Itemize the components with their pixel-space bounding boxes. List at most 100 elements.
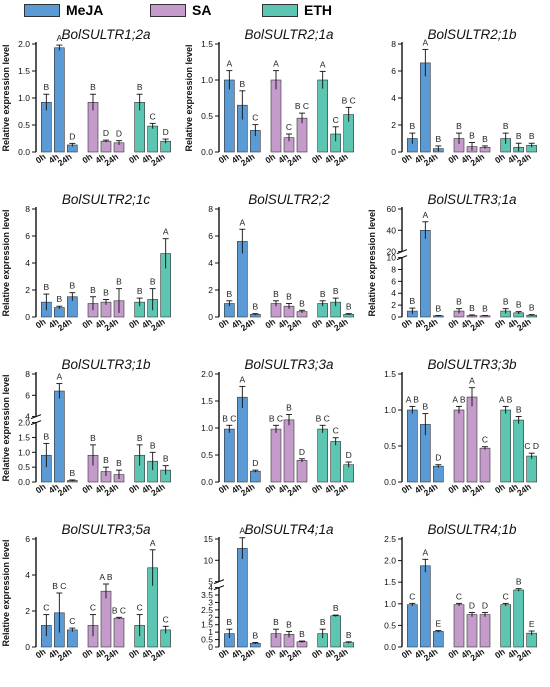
error-bar bbox=[69, 627, 76, 632]
error-bar bbox=[226, 424, 233, 433]
bar bbox=[500, 604, 511, 648]
error-bar bbox=[456, 405, 462, 414]
y-axis-label: Relative expression level bbox=[1, 44, 11, 151]
legend-swatch-eth bbox=[262, 4, 298, 17]
chart-title: BolSULTR3;3b bbox=[427, 357, 517, 372]
x-tick-label: 4h bbox=[47, 646, 61, 660]
x-tick-label: 24h bbox=[149, 151, 167, 168]
significance-letter: B bbox=[103, 455, 109, 465]
error-bar bbox=[286, 133, 292, 142]
bar bbox=[513, 419, 524, 483]
x-tick-label: 0h bbox=[127, 316, 141, 330]
y-tick-label: 0 bbox=[25, 642, 30, 652]
y-tick-label: 4 bbox=[25, 258, 30, 268]
error-bar bbox=[252, 313, 259, 315]
significance-letter: B bbox=[137, 433, 143, 443]
bar bbox=[54, 307, 65, 318]
error-bar bbox=[409, 132, 416, 144]
significance-letter: B bbox=[137, 286, 143, 296]
y-tick-label: 1.0 bbox=[18, 93, 30, 103]
error-bar bbox=[103, 583, 109, 599]
y-tick-label: 0.0 bbox=[201, 147, 213, 157]
significance-letter: D bbox=[469, 600, 475, 610]
error-bar bbox=[162, 238, 169, 269]
significance-letter: B bbox=[409, 121, 415, 131]
significance-letter: B bbox=[90, 82, 96, 92]
significance-letter: C bbox=[90, 603, 96, 613]
significance-letter: A bbox=[56, 33, 62, 43]
error-bar bbox=[482, 446, 488, 450]
error-bar bbox=[515, 142, 522, 152]
x-tick-label: 4h bbox=[276, 646, 290, 660]
bar bbox=[283, 419, 295, 483]
chart-panel: BolSULTR2;2 0 2 4 6 8 B 0h A 4h B 24h B 0h B 4h B 24h B 0h B… bbox=[183, 187, 366, 352]
y-tick-label: 0.5 bbox=[18, 120, 30, 130]
y-tick-label: 10 bbox=[387, 253, 397, 263]
significance-letter: C bbox=[137, 603, 143, 613]
significance-letter: B bbox=[56, 294, 62, 304]
x-tick-label: 24h bbox=[332, 481, 350, 498]
x-tick-label: 0h bbox=[80, 316, 94, 330]
x-tick-label: 0h bbox=[80, 646, 94, 660]
bar bbox=[237, 396, 248, 483]
bar bbox=[54, 390, 65, 483]
significance-letter: B bbox=[299, 629, 305, 639]
chart-svg: BolSULTR1;2a Relative expression level 0.0… bbox=[1, 27, 171, 168]
error-bar bbox=[435, 315, 442, 317]
y-tick-label: 3 bbox=[208, 597, 213, 607]
error-bar bbox=[435, 630, 442, 633]
y-tick-label: 20 bbox=[387, 247, 397, 257]
x-tick-label: 24h bbox=[102, 646, 120, 663]
error-bar bbox=[528, 142, 535, 148]
error-bar bbox=[56, 44, 63, 51]
y-tick-label: 8 bbox=[25, 369, 30, 379]
y-tick-label: 1.5 bbox=[384, 577, 396, 587]
significance-letter: B bbox=[409, 296, 415, 306]
y-tick-label: 8 bbox=[208, 204, 213, 214]
y-tick-label: 0.0 bbox=[384, 477, 396, 487]
x-tick-label: 24h bbox=[515, 316, 533, 333]
error-bar bbox=[43, 293, 50, 311]
chart-panel: BolSULTR1;2a Relative expression level 0.0… bbox=[0, 22, 183, 187]
y-tick-label: 2.5 bbox=[384, 534, 396, 544]
bar bbox=[407, 604, 418, 648]
significance-letter: A B bbox=[452, 394, 466, 404]
chart-svg: BolSULTR3;1b Relative expression level 0.0… bbox=[1, 357, 171, 498]
x-tick-label: 4h bbox=[323, 316, 337, 330]
error-bar bbox=[136, 614, 143, 637]
x-tick-label: 4h bbox=[459, 646, 473, 660]
x-tick-label: 24h bbox=[239, 151, 257, 168]
x-tick-label: 4h bbox=[276, 481, 290, 495]
chart-panel: BolSULTR4;1a 0 0.5 1 1.5 2 2.5 3 3.5 4 5 10 15 B 0h A 4h… bbox=[183, 517, 366, 682]
chart-title: BolSULTR4;1a bbox=[244, 522, 334, 537]
error-bar bbox=[332, 297, 339, 307]
bar bbox=[100, 140, 112, 153]
significance-letter: C bbox=[456, 591, 462, 601]
x-tick-label: 4h bbox=[413, 151, 427, 165]
x-tick-label: 24h bbox=[515, 481, 533, 498]
bar bbox=[296, 117, 308, 153]
error-bar bbox=[345, 106, 352, 122]
significance-letter: A bbox=[163, 227, 169, 237]
y-tick-label: 0.5 bbox=[201, 111, 213, 121]
significance-letter: B bbox=[516, 300, 522, 310]
y-axis-label: Relative expression level bbox=[1, 374, 11, 481]
significance-letter: B bbox=[529, 131, 535, 141]
chart-panel: BolSULTR3;5a Relative expression level 0 2 4… bbox=[0, 517, 183, 682]
significance-letter: B bbox=[456, 297, 462, 307]
significance-letter: B bbox=[69, 281, 75, 291]
significance-letter: B bbox=[286, 403, 292, 413]
significance-letter: E bbox=[529, 619, 535, 629]
chart-svg: BolSULTR3;3a 0.0 0.5 1.0 1.5 2.0 B C 0h A 4h D 24h B… bbox=[201, 357, 354, 498]
error-bar bbox=[273, 628, 279, 639]
y-tick-label: 0.5 bbox=[384, 441, 396, 451]
bar bbox=[224, 79, 235, 153]
chart-panel: BolSULTR4;1b 0.0 0.5 1.0 1.5 2.0 2.5 C 0h A 4h E 24h… bbox=[366, 517, 549, 682]
x-tick-label: 0h bbox=[446, 151, 460, 165]
significance-letter: B bbox=[469, 303, 475, 313]
x-tick-label: 24h bbox=[239, 481, 257, 498]
error-bar bbox=[286, 303, 292, 309]
x-tick-label: 0h bbox=[310, 646, 324, 660]
